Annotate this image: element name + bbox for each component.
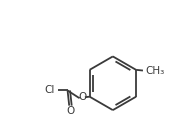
Text: O: O: [78, 92, 87, 102]
Text: CH₃: CH₃: [145, 65, 164, 75]
Text: Cl: Cl: [44, 85, 55, 95]
Text: O: O: [67, 106, 75, 116]
